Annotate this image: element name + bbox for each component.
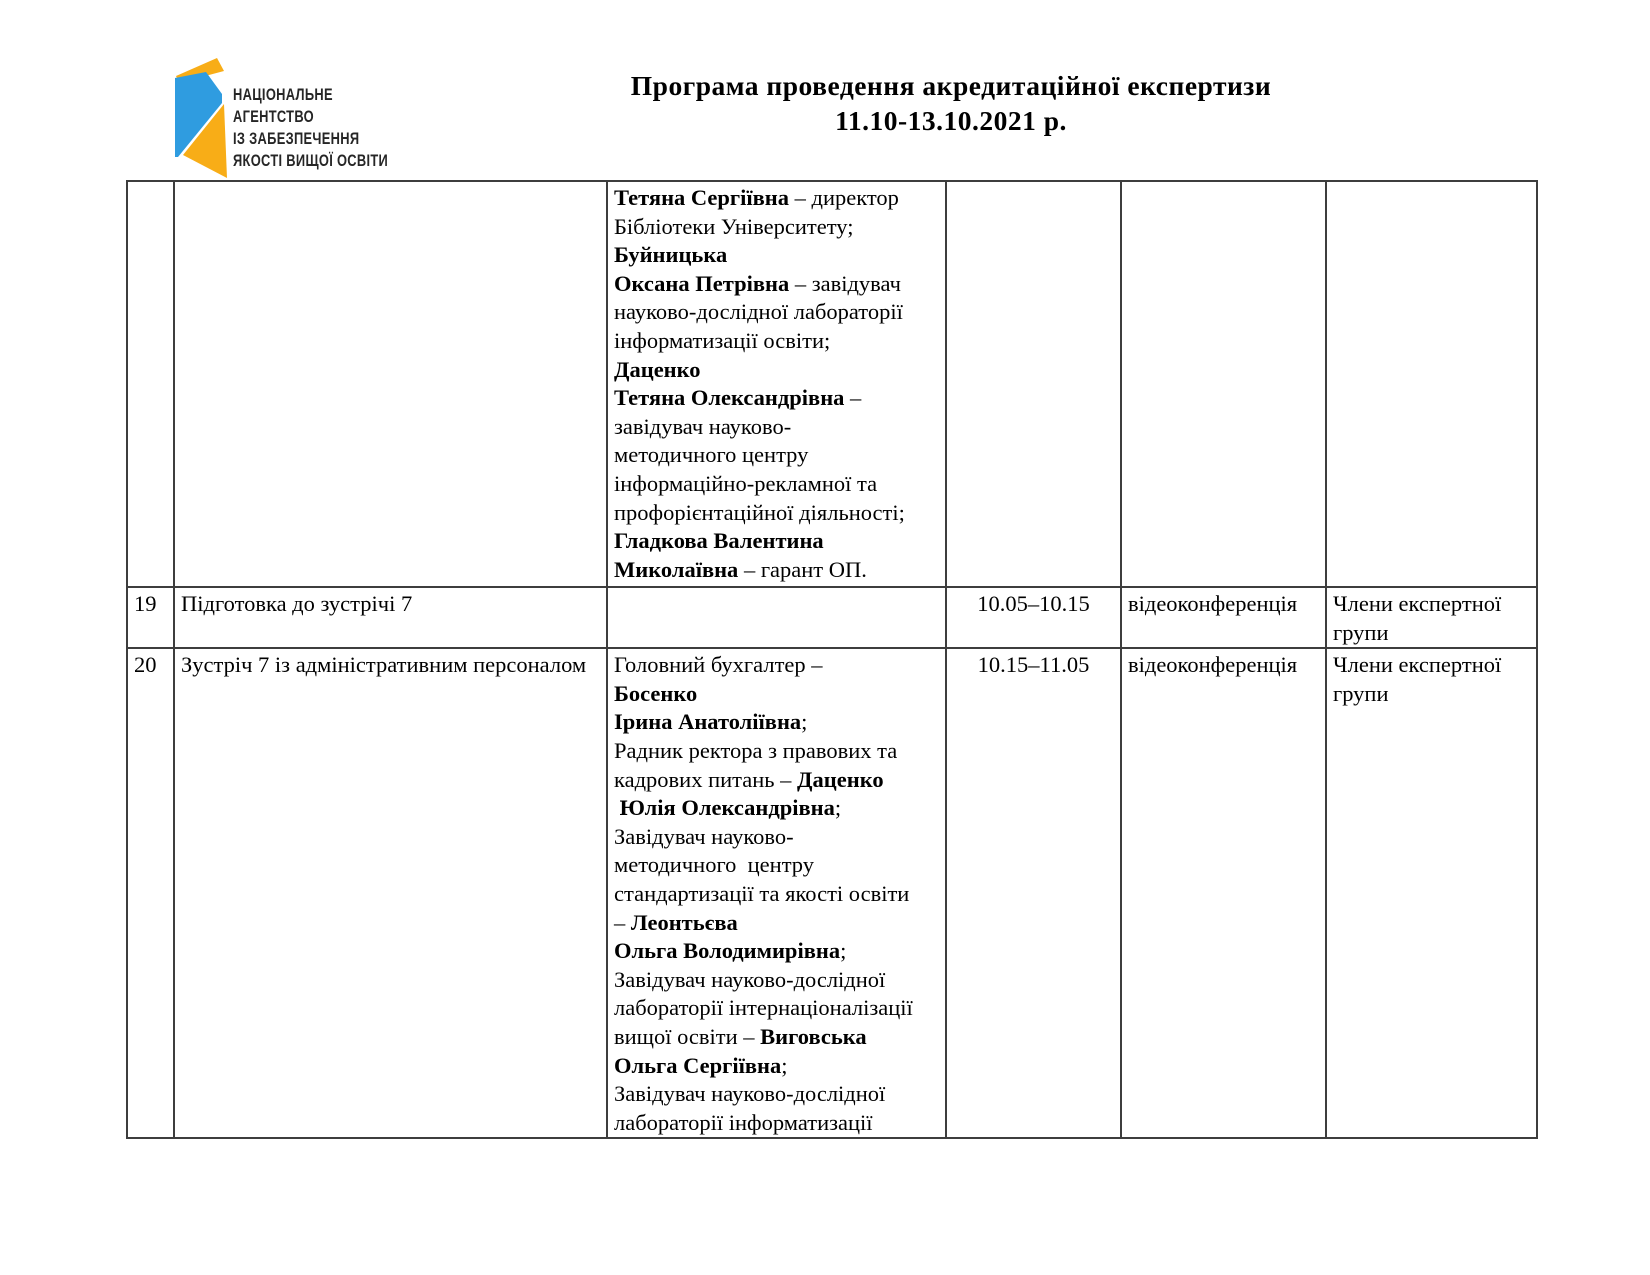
text-line: інформаційно-рекламної та	[614, 470, 878, 496]
cell-row-number	[126, 180, 175, 588]
text-line: методичного центру	[614, 442, 809, 468]
cell-attendees	[1325, 180, 1538, 588]
naqa-logo-icon	[175, 58, 227, 178]
text-line: Буйницька	[614, 242, 728, 268]
text-line: Босенко	[614, 680, 698, 706]
logo-text-line: НАЦІОНАЛЬНЕ	[233, 86, 333, 104]
text-line: Завідувач науково-дослідної	[614, 1081, 886, 1107]
cell-description: Зустріч 7 із адміністративним персоналом	[173, 647, 608, 1140]
cell-participants: Тетяна Сергіївна – директор Бібліотеки Ун…	[606, 180, 947, 588]
text-line: Головний бухгалтер –	[614, 652, 823, 678]
cell-format	[1120, 180, 1327, 588]
text-line: Ольга Володимирівна;	[614, 938, 847, 964]
cell-row-number: 19	[126, 585, 175, 650]
cell-attendees: Члени експертної групи	[1325, 585, 1538, 650]
text-line: Миколаївна – гарант ОП.	[614, 556, 867, 582]
text-line: інформатизації освіти;	[614, 327, 831, 353]
text-line: Радник ректора з правових та	[614, 737, 898, 763]
logo-blue-banner-shape	[175, 72, 222, 157]
text-line: Бібліотеки Університету;	[614, 213, 854, 239]
text-line: вищої освіти – Виговська	[614, 1023, 867, 1049]
logo-text-line: АГЕНТСТВО	[233, 108, 314, 126]
cell-time	[945, 180, 1122, 588]
cell-participants	[606, 585, 947, 650]
text-line: методичного центру	[614, 852, 815, 878]
table-row-19: 19 Підготовка до зустрічі 7 10.05–10.15 …	[126, 585, 1538, 650]
logo-text-line: ЯКОСТІ ВИЩОЇ ОСВІТИ	[233, 152, 389, 170]
cell-attendees: Члени експертної групи	[1325, 647, 1538, 1140]
cell-time: 10.05–10.15	[945, 585, 1122, 650]
page-title: Програма проведення акредитаційної експе…	[570, 68, 1332, 138]
text-line: кадрових питань – Даценко	[614, 766, 884, 792]
text-line: науково-дослідної лабораторії	[614, 299, 903, 325]
text-line: – Леонтьєва	[614, 909, 738, 935]
text-line: Ольга Сергіївна;	[614, 1052, 788, 1078]
text-line: завідувач науково-	[614, 413, 792, 439]
table-row-20: 20 Зустріч 7 із адміністративним персона…	[126, 647, 1538, 1140]
text-line: Ірина Анатоліївна;	[614, 709, 808, 735]
cell-description: Підготовка до зустрічі 7	[173, 585, 608, 650]
text-line: стандартизації та якості освіти	[614, 880, 910, 906]
cell-format: відеоконференція	[1120, 647, 1327, 1140]
table-row-continuation: Тетяна Сергіївна – директор Бібліотеки Ун…	[126, 180, 1538, 588]
logo-text-line: ІЗ ЗАБЕЗПЕЧЕННЯ	[233, 130, 360, 148]
text-line: Тетяна Олександрівна –	[614, 385, 862, 411]
text-line: лабораторії інформатизації	[614, 1109, 873, 1135]
page-title-line2: 11.10-13.10.2021 р.	[835, 105, 1067, 136]
logo-orange-bottom-shape	[183, 104, 227, 178]
cell-description	[173, 180, 608, 588]
text-line: Завідувач науково-	[614, 823, 794, 849]
text-line: Гладкова Валентина	[614, 528, 824, 554]
naqa-logo-wordmark: НАЦІОНАЛЬНЕ АГЕНТСТВО ІЗ ЗАБЕЗПЕЧЕННЯ ЯК…	[233, 84, 388, 172]
cell-time: 10.15–11.05	[945, 647, 1122, 1140]
text-line: Даценко	[614, 356, 701, 382]
cell-row-number: 20	[126, 647, 175, 1140]
schedule-table: Тетяна Сергіївна – директор Бібліотеки Ун…	[126, 180, 1538, 1140]
text-line: Тетяна Сергіївна – директор	[614, 185, 899, 210]
cell-participants: Головний бухгалтер – Босенко Ірина Анатолі…	[606, 647, 947, 1140]
text-line: профорієнтаційної діяльності;	[614, 499, 905, 525]
text-line: Завідувач науково-дослідної	[614, 966, 886, 992]
text-line: Оксана Петрівна – завідувач	[614, 270, 901, 296]
text-line: лабораторії інтернаціоналізації	[614, 995, 913, 1021]
cell-format: відеоконференція	[1120, 585, 1327, 650]
page-title-line1: Програма проведення акредитаційної експе…	[630, 70, 1272, 101]
text-line: Юлія Олександрівна;	[619, 795, 842, 821]
